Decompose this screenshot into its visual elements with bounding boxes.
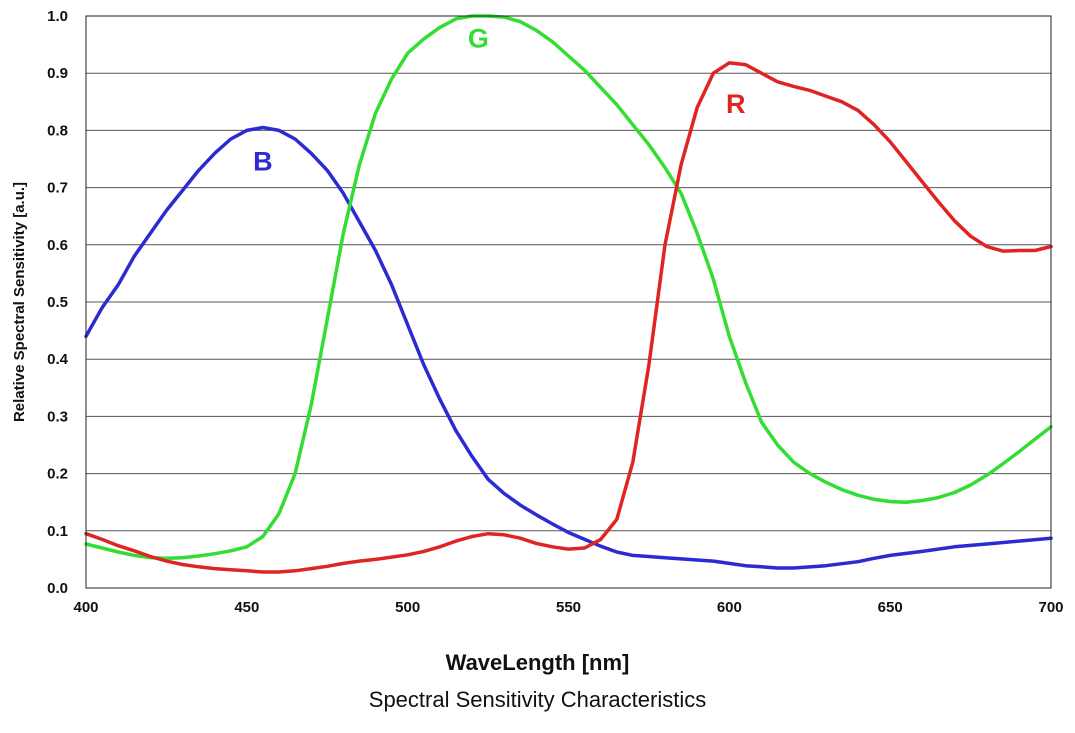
- series-labels: B G R: [253, 23, 745, 176]
- y-tick-label: 1.0: [47, 8, 68, 25]
- series-line-r: [84, 61, 1053, 574]
- x-tick-label: 550: [556, 599, 581, 616]
- spectral-sensitivity-chart: 0.0 0.1 0.2 0.3 0.4 0.5 0.6 0.7 0.8 0.9 1.0 400 450…: [11, 8, 1064, 616]
- y-tick-label: 0.3: [47, 408, 68, 425]
- y-tick-label: 0.4: [47, 351, 69, 368]
- series-label-g: G: [468, 23, 489, 53]
- grid-lines: [86, 72, 1051, 532]
- y-tick-label: 0.5: [47, 294, 68, 311]
- series-label-r: R: [726, 89, 746, 119]
- series-label-b: B: [253, 146, 273, 176]
- series-lines: [84, 14, 1053, 574]
- x-axis-label: WaveLength [nm]: [445, 650, 630, 675]
- x-axis-ticks: 400 450 500 550 600 650 700: [73, 599, 1063, 616]
- y-tick-label: 0.6: [47, 237, 68, 254]
- y-tick-label: 0.2: [47, 466, 68, 483]
- series-line-g: [84, 14, 1053, 561]
- series-line-b: [84, 125, 1053, 570]
- y-tick-label: 0.1: [47, 523, 68, 540]
- y-axis-ticks: 0.0 0.1 0.2 0.3 0.4 0.5 0.6 0.7 0.8 0.9 1.0: [47, 8, 69, 597]
- x-tick-label: 700: [1038, 599, 1063, 616]
- y-tick-label: 0.8: [47, 122, 68, 139]
- y-tick-label: 0.9: [47, 65, 68, 82]
- y-tick-label: 0.0: [47, 580, 68, 597]
- plot-frame: [85, 15, 1052, 589]
- y-axis-label: Relative Spectral Sensitivity [a.u.]: [11, 182, 28, 422]
- x-tick-label: 650: [878, 599, 903, 616]
- x-tick-label: 500: [395, 599, 420, 616]
- chart-caption: Spectral Sensitivity Characteristics: [368, 687, 707, 712]
- x-tick-label: 400: [73, 599, 98, 616]
- y-tick-label: 0.7: [47, 180, 68, 197]
- x-tick-label: 450: [234, 599, 259, 616]
- x-tick-label: 600: [717, 599, 742, 616]
